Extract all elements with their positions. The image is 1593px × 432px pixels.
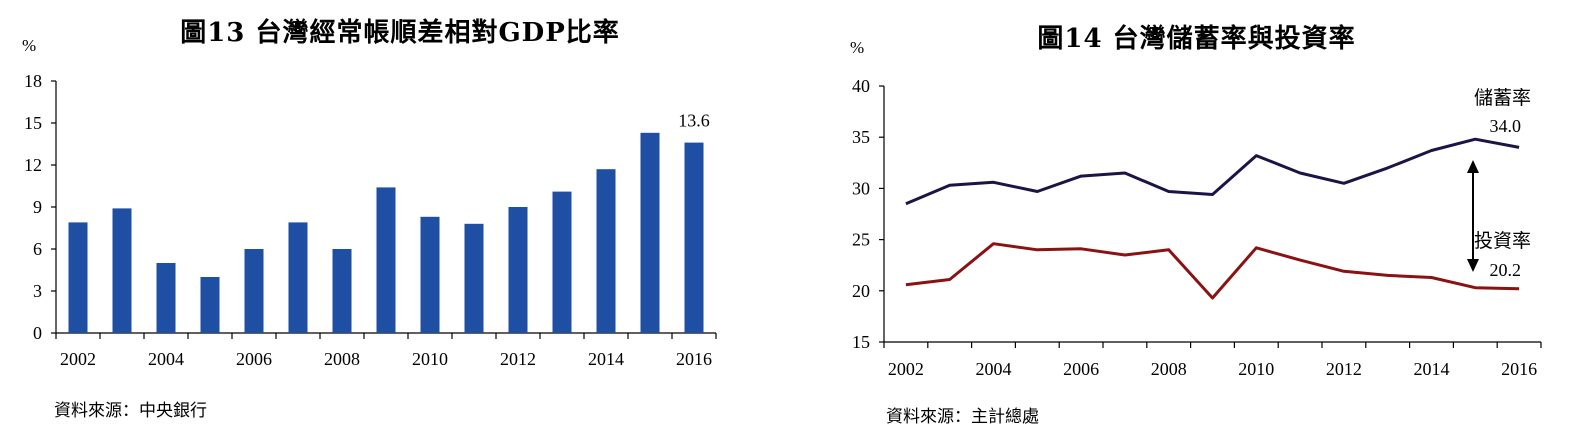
chart-panel-saving-investment: 圖14 台灣儲蓄率與投資率 % 15 20 25 30 35 40 2002 2004 2006… — [800, 0, 1593, 432]
y-tick-label: 15 — [24, 113, 42, 133]
bar-2011 — [464, 223, 484, 333]
bar-2008 — [332, 249, 352, 333]
x-tick-label: 2016 — [1501, 359, 1537, 379]
y-unit-label: % — [22, 36, 37, 55]
x-tick-label: 2006 — [1063, 359, 1099, 379]
series-line-investment-rate — [905, 242, 1520, 300]
bar-2002 — [68, 222, 88, 333]
y-tick-label: 12 — [24, 155, 42, 175]
x-tick-label: 2010 — [412, 349, 448, 369]
bar-2016 — [684, 142, 704, 333]
y-tick-label: 40 — [852, 76, 870, 96]
x-tick-label: 2014 — [1414, 359, 1450, 379]
gap-arrow-head-down — [1467, 259, 1479, 272]
line-chart: 15 20 25 30 35 40 2002 2004 2006 2008 2010 2012 2014… — [852, 76, 1542, 379]
bar-2005 — [200, 277, 220, 333]
x-tick-label: 2016 — [676, 349, 712, 369]
y-unit-label: % — [850, 38, 865, 57]
y-tick-label: 18 — [24, 71, 42, 91]
series-line-saving-rate — [905, 137, 1520, 206]
x-tick-label: 2010 — [1238, 359, 1274, 379]
bar-chart: 0 3 6 9 12 15 18 2002 2004 2006 2008 2010 2012 2014 20… — [24, 71, 717, 369]
x-tick-label: 2002 — [888, 359, 924, 379]
chart-panel-current-account: 圖13 台灣經常帳順差相對GDP比率 % 0 3 6 9 12 15 18 2002 2004 2… — [0, 0, 760, 432]
bar-2010 — [420, 216, 440, 333]
series-label-saving-rate: 儲蓄率 — [1474, 87, 1531, 109]
source-note: 資料來源：中央銀行 — [54, 401, 207, 421]
data-label-2016: 13.6 — [678, 111, 710, 131]
bar-2006 — [244, 249, 264, 333]
x-tick-label: 2012 — [1326, 359, 1362, 379]
y-tick-label: 20 — [852, 281, 870, 301]
end-value-label-saving-rate: 34.0 — [1490, 116, 1522, 136]
bar-2004 — [156, 263, 176, 333]
series-label-investment-rate: 投資率 — [1474, 230, 1531, 252]
bar-2013 — [552, 191, 572, 333]
x-tick-label: 2004 — [976, 359, 1012, 379]
bar-2012 — [508, 207, 528, 333]
x-tick-label: 2008 — [1151, 359, 1187, 379]
x-tick-label: 2004 — [148, 349, 184, 369]
bar-2015 — [640, 132, 660, 333]
x-tick-label: 2006 — [236, 349, 272, 369]
bar-2009 — [376, 187, 396, 333]
chart-title: 圖14 台灣儲蓄率與投資率 — [1037, 24, 1356, 54]
x-tick-label: 2008 — [324, 349, 360, 369]
bar-2007 — [288, 222, 308, 333]
bar-2003 — [112, 208, 132, 333]
x-tick-label: 2012 — [500, 349, 536, 369]
y-tick-label: 6 — [33, 239, 42, 259]
y-tick-label: 30 — [852, 178, 870, 198]
end-value-label-investment-rate: 20.2 — [1490, 260, 1522, 280]
y-tick-label: 9 — [33, 197, 42, 217]
source-note: 資料來源：主計總處 — [886, 407, 1039, 427]
chart-title: 圖13 台灣經常帳順差相對GDP比率 — [180, 18, 620, 48]
x-tick-label: 2014 — [588, 349, 624, 369]
bar-2014 — [596, 169, 616, 333]
y-tick-label: 3 — [33, 281, 42, 301]
x-tick-label: 2002 — [60, 349, 96, 369]
gap-arrow-head-up — [1467, 160, 1479, 173]
y-tick-label: 25 — [852, 230, 870, 250]
y-tick-label: 35 — [852, 127, 870, 147]
y-tick-label: 0 — [33, 323, 42, 343]
y-tick-label: 15 — [852, 332, 870, 352]
